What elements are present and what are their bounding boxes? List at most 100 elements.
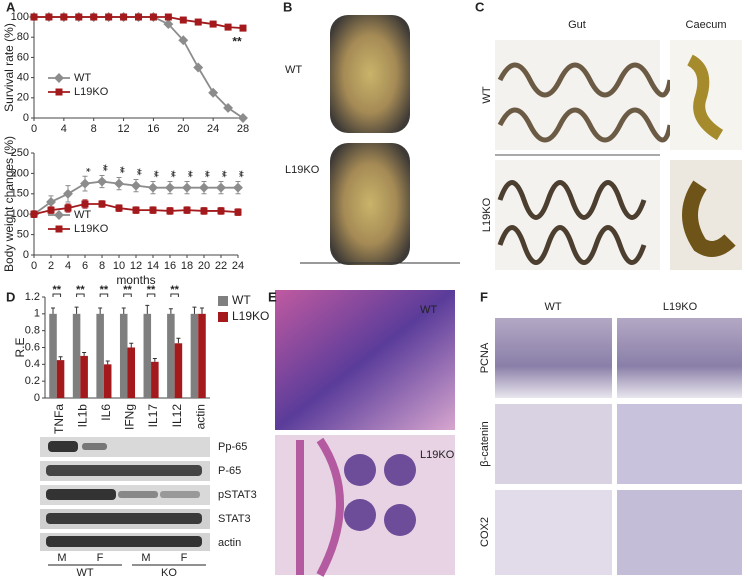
x-tick-label: actin (193, 404, 207, 429)
legend-label: L19KO (74, 86, 109, 98)
label: WT (285, 64, 302, 76)
x-tick-label: 24 (207, 123, 219, 135)
marker (182, 182, 192, 193)
significance: * (79, 168, 93, 173)
error-bar (199, 307, 204, 314)
marker (30, 13, 38, 21)
marker (234, 208, 242, 216)
y-tick-label: 1.2 (25, 291, 40, 303)
col-label: L19KO (663, 301, 698, 313)
marker (105, 13, 113, 21)
x-tick-label: 8 (91, 123, 97, 135)
lane-label: M (57, 552, 66, 564)
error-bar (51, 307, 56, 314)
photo-f (495, 318, 742, 575)
col-label: Gut (568, 19, 586, 31)
x-tick-label: 28 (237, 123, 249, 135)
significance: ** (232, 34, 242, 48)
marker (97, 176, 107, 187)
y-tick-label: 50 (17, 229, 29, 241)
x-tick-label: 22 (215, 260, 227, 272)
x-tick-label: 12 (117, 123, 129, 135)
x-tick-label: 16 (147, 123, 159, 135)
x-tick-label: 20 (177, 123, 189, 135)
col-label: WT (544, 301, 561, 313)
error-bar (58, 356, 63, 361)
bar (103, 364, 112, 398)
x-tick-label: 6 (82, 260, 88, 272)
panel-label: F (480, 289, 488, 304)
marker (223, 102, 234, 113)
significance: ** (198, 170, 212, 178)
significance: ** (181, 170, 195, 178)
marker (120, 13, 128, 21)
marker (194, 18, 202, 26)
marker (30, 210, 38, 218)
legend-label: L19KO (74, 223, 109, 235)
y-tick-label: 0 (23, 112, 29, 124)
marker (163, 19, 174, 30)
panel-label: E (268, 289, 277, 304)
marker (238, 113, 248, 123)
y-axis-label: Body weight changes (%) (2, 136, 16, 272)
y-tick-label: 20 (17, 92, 29, 104)
marker (64, 204, 72, 212)
marker (149, 13, 157, 21)
row-label: PCNA (479, 342, 491, 373)
col-label: Caecum (686, 19, 727, 31)
bar (151, 361, 159, 398)
x-tick-label: 14 (147, 260, 159, 272)
bar (119, 313, 128, 398)
lane-label: M (141, 552, 150, 564)
marker (47, 206, 55, 214)
marker (63, 188, 73, 199)
row-label: β-catenin (479, 421, 491, 466)
marker (199, 182, 209, 193)
legend-label: L19KO (232, 309, 269, 323)
error-bar (168, 308, 173, 314)
x-tick-label: 0 (31, 123, 37, 135)
y-tick-label: 250 (11, 147, 29, 159)
marker (75, 13, 83, 21)
bar (174, 343, 183, 398)
lane-label: F (97, 552, 104, 564)
marker (55, 225, 63, 233)
error-bar (176, 337, 181, 344)
significance: ** (232, 170, 246, 178)
x-tick-label: IL12 (170, 404, 184, 428)
significance: ** (76, 284, 85, 296)
x-tick-label: 8 (99, 260, 105, 272)
y-tick-label: 60 (17, 51, 29, 63)
y-tick-label: 40 (17, 72, 29, 84)
x-tick-label: IL6 (99, 404, 113, 421)
marker (178, 35, 189, 46)
x-tick-label: 10 (113, 260, 125, 272)
significance: ** (170, 284, 179, 296)
legend-label: WT (74, 72, 91, 84)
x-tick-label: 16 (164, 260, 176, 272)
significance: ** (147, 284, 156, 296)
legend-label: WT (74, 209, 91, 221)
bar (72, 313, 81, 398)
marker (81, 200, 89, 208)
band-label: Pp-65 (218, 441, 247, 453)
marker (135, 13, 142, 21)
label: L19KO (420, 449, 455, 461)
blot (40, 437, 210, 566)
bracket (170, 293, 179, 297)
marker (115, 204, 123, 212)
bar (198, 313, 206, 398)
y-tick-label: 200 (11, 167, 29, 179)
marker (131, 180, 141, 191)
series-line (34, 16, 244, 119)
marker (132, 206, 140, 214)
y-axis-label: R.E (13, 337, 27, 357)
legend-swatch (218, 296, 228, 306)
marker (148, 182, 158, 193)
lane-label: F (181, 552, 188, 564)
x-tick-label: 0 (31, 260, 37, 272)
marker (55, 88, 63, 96)
marker (45, 13, 53, 21)
legend-swatch (218, 312, 228, 322)
y-tick-label: 150 (11, 188, 29, 200)
